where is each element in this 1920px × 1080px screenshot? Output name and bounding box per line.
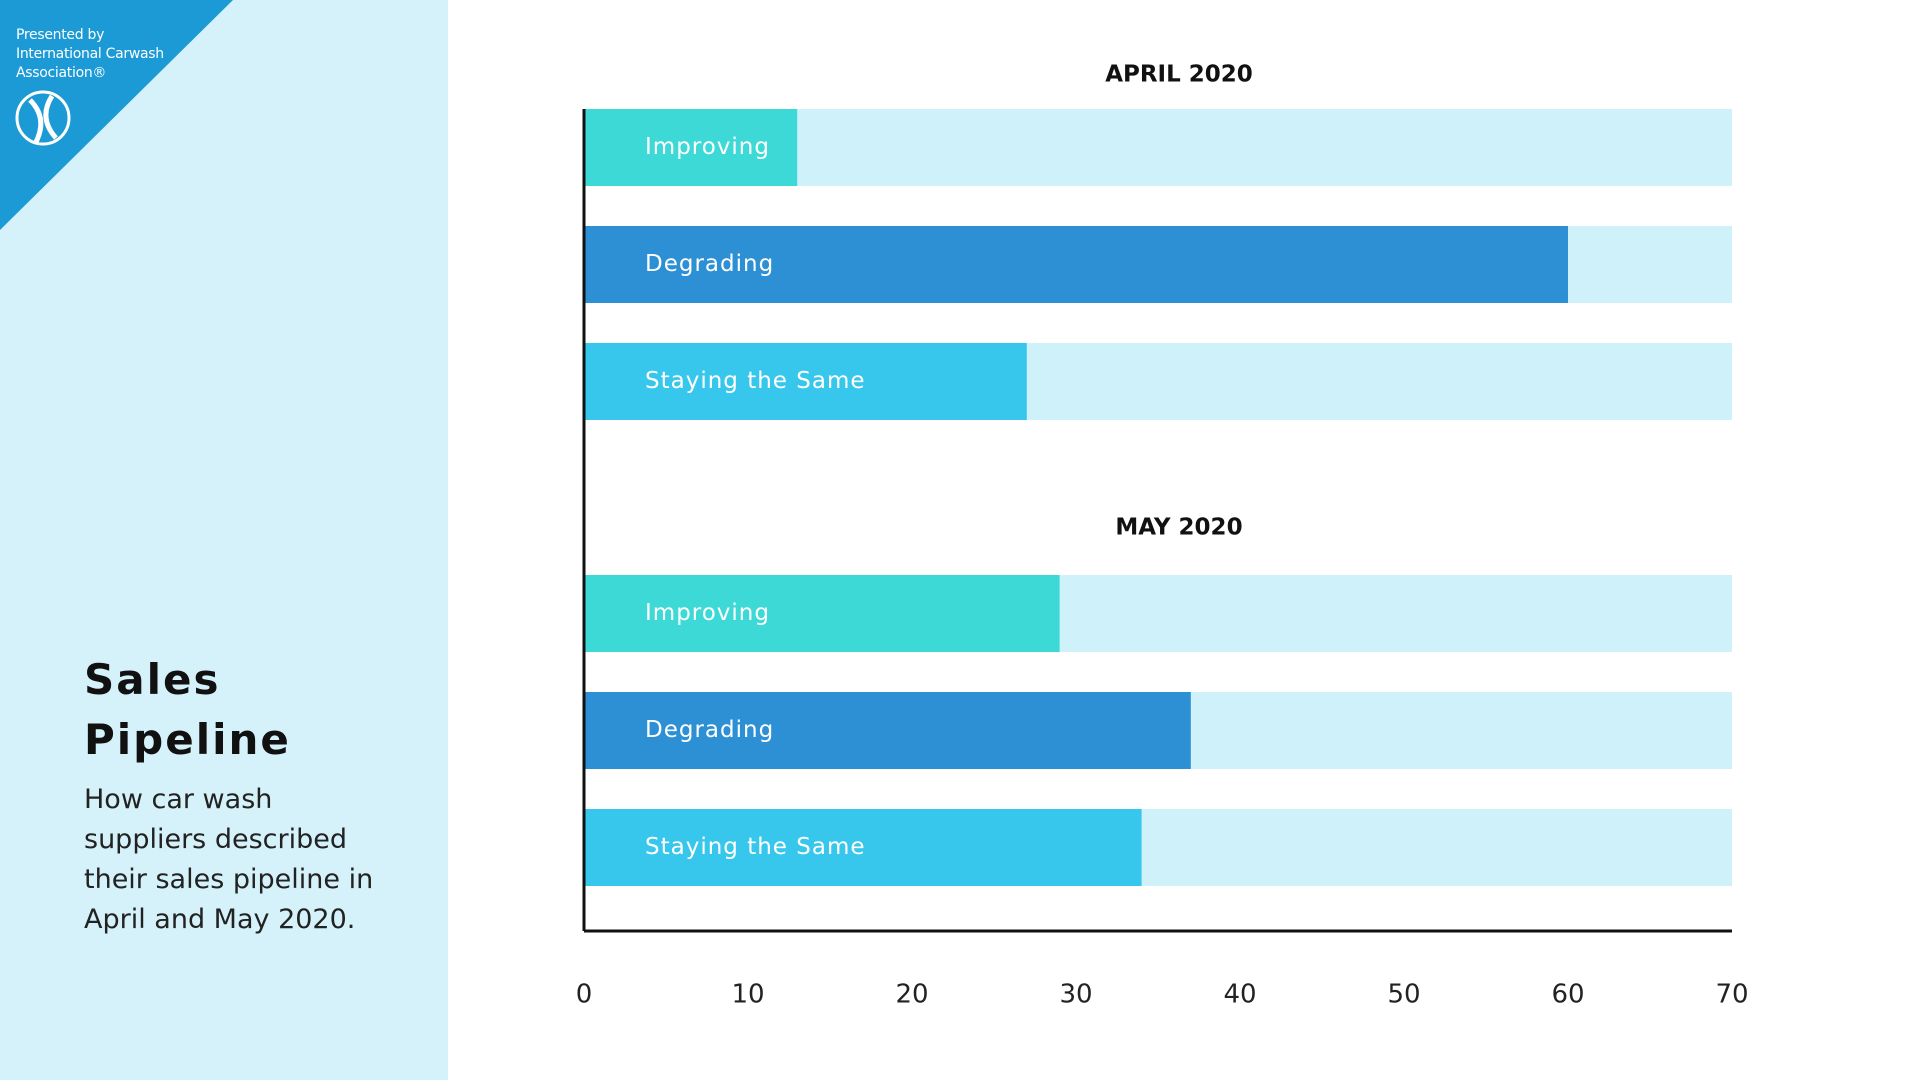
logo [15,90,71,146]
bar-label: Degrading [645,717,774,743]
sidebar-title: Sales Pipeline [84,655,291,764]
bar-track [584,109,1732,186]
x-tick-label: 60 [1551,980,1584,1010]
x-tick-label: 10 [731,980,764,1010]
bar [584,109,798,186]
x-tick-label: 30 [1059,980,1092,1010]
panel-title: APRIL 2020 [1105,62,1253,88]
x-tick-label: 70 [1715,980,1748,1010]
bar [584,575,1060,652]
corner-triangle [0,0,233,230]
bar [584,809,1142,886]
sidebar-description: How car wash suppliers described their s… [84,784,374,935]
x-tick-label: 50 [1387,980,1420,1010]
presenter-line: Association® [16,65,107,81]
bar-label: Improving [645,600,770,626]
sidebar: Presented by International Carwash Assoc… [0,0,448,1080]
presenter-line: Presented by [16,27,105,43]
panel-title: MAY 2020 [1115,515,1242,541]
bar-track [584,692,1732,769]
bar [584,692,1191,769]
bar-label: Staying the Same [645,368,866,394]
bar-track [584,575,1732,652]
bar [584,226,1568,303]
bar-label: Staying the Same [645,834,866,860]
bar-track [584,343,1732,420]
bar-label: Improving [645,134,770,160]
bar-label: Degrading [645,251,774,277]
bar-track [584,226,1732,303]
logo-mark [28,94,58,144]
corner-badge [0,0,233,230]
bar [584,343,1027,420]
x-tick-label: 40 [1223,980,1256,1010]
x-tick-label: 20 [895,980,928,1010]
bar-track [584,809,1732,886]
x-tick-label: 0 [576,980,593,1010]
presenter: Presented by International Carwash Assoc… [16,26,164,83]
presenter-line: International Carwash [16,46,164,62]
